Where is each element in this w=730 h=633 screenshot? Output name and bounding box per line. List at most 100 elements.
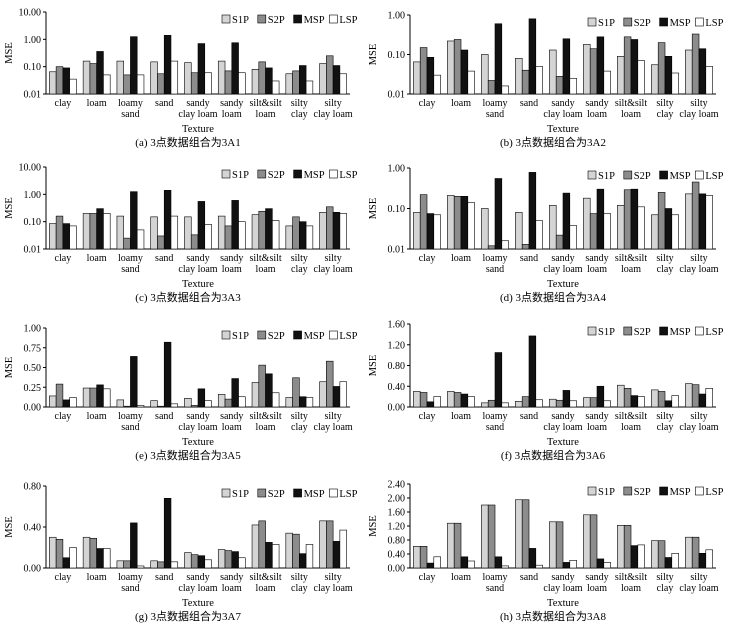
bar-s2p — [589, 48, 598, 95]
bar-lsp — [272, 392, 280, 408]
bar-s1p — [285, 225, 293, 250]
y-axis-label: MSE — [4, 516, 15, 538]
legend-swatch-s1p — [587, 486, 597, 496]
x-axis-label: Texture — [182, 279, 214, 290]
bar-lsp — [272, 544, 280, 569]
x-tick-label: sand — [520, 411, 538, 422]
bar-lsp — [501, 85, 509, 95]
bar-s1p — [617, 384, 625, 408]
bar-msp — [562, 38, 571, 95]
bar-msp — [698, 193, 707, 250]
bar-s2p — [521, 499, 530, 569]
bar-s2p — [89, 213, 97, 250]
bar-s1p — [515, 58, 523, 95]
legend-label: S2P — [634, 327, 651, 338]
legend-label: S2P — [268, 15, 285, 26]
bar-msp — [562, 192, 571, 250]
x-tick-label: silty clay — [656, 411, 673, 433]
bar-s2p — [589, 397, 598, 408]
bar-msp — [332, 541, 341, 569]
bar-msp — [698, 48, 707, 95]
legend-swatch-s2p — [623, 170, 633, 180]
chart-panel-6: 0.00 0.40 0.80 MSE clay loam loamy sand sand sand… — [4, 482, 358, 624]
bar-s1p — [49, 395, 57, 408]
bar-s2p — [55, 538, 64, 569]
bar-msp — [62, 223, 70, 250]
bar-s1p — [481, 504, 489, 569]
legend-swatch-msp — [293, 488, 302, 498]
bar-s2p — [258, 520, 266, 569]
bar-msp — [426, 56, 435, 95]
bar-s1p — [49, 223, 57, 250]
bar-msp — [528, 548, 537, 569]
bar-s2p — [224, 398, 233, 408]
bar-s2p — [453, 522, 462, 569]
bar-s2p — [89, 387, 97, 408]
panel-caption: (h) 3点数据组合为3A8 — [500, 609, 607, 623]
bar-s1p — [617, 204, 625, 250]
bar-s2p — [89, 63, 97, 95]
legend-label: MSP — [670, 171, 691, 182]
bar-msp — [197, 43, 206, 95]
bar-s1p — [651, 64, 659, 95]
y-tick-label: 0.01 — [388, 245, 406, 256]
bar-msp — [332, 212, 341, 250]
legend: S1P S2P MSP LSP — [587, 17, 724, 29]
legend-label: S1P — [598, 327, 615, 338]
legend-label: LSP — [339, 331, 357, 342]
bar-s1p — [549, 521, 557, 569]
bar-lsp — [103, 388, 111, 408]
bar-s1p — [49, 71, 57, 95]
chart-panel-7: 0.00 0.40 0.80 1.20 1.60 2.00 2.40 MSE clay loam l… — [368, 480, 724, 624]
bar-msp — [460, 196, 469, 250]
bar-s1p — [413, 61, 421, 95]
legend: S1P S2P MSP LSP — [587, 486, 724, 498]
x-tick-label: silty clay loam — [679, 253, 718, 275]
y-tick-label: 1.20 — [388, 340, 406, 351]
bar-lsp — [467, 70, 475, 95]
x-tick-label: sandy clay loam — [178, 98, 217, 120]
bar-s2p — [292, 216, 300, 250]
legend-label: S1P — [232, 15, 249, 26]
legend-swatch-msp — [293, 169, 302, 179]
x-tick-label: clay — [55, 253, 72, 264]
y-tick-label: 0.80 — [388, 536, 406, 547]
legend-swatch-s1p — [221, 488, 231, 498]
legend-label: MSP — [304, 489, 325, 500]
bar-msp — [265, 208, 273, 250]
y-tick-label: 0.10 — [24, 62, 42, 73]
bar-s1p — [549, 398, 557, 408]
x-tick-label: silty clay — [656, 253, 673, 275]
bar-s2p — [487, 80, 496, 95]
y-tick-label: 0.25 — [24, 383, 42, 394]
x-tick-label: silt&silt loam — [249, 98, 281, 120]
bar-s2p — [190, 554, 199, 569]
bar-s1p — [515, 499, 523, 569]
chart-panel-5: 0.00 0.40 0.80 1.20 1.60 MSE clay loam loamy sand… — [368, 320, 724, 463]
chart-panel-2: 0.01 0.10 1.00 10.00 MSE clay loam loamy sand san… — [4, 163, 358, 305]
bar-s2p — [657, 391, 666, 408]
bar-s1p — [685, 383, 693, 408]
legend-swatch-lsp — [695, 486, 704, 496]
bar-msp — [494, 556, 503, 569]
bar-s1p — [319, 212, 327, 250]
legend-label: LSP — [339, 15, 357, 26]
y-tick-label: 1.00 — [24, 35, 42, 46]
x-axis-label: Texture — [547, 279, 579, 290]
bar-msp — [197, 555, 206, 569]
bar-s1p — [150, 400, 158, 408]
y-tick-label: 0.01 — [24, 245, 42, 256]
bar-lsp — [170, 403, 179, 408]
bar-msp — [96, 548, 104, 569]
bar-s2p — [157, 405, 165, 408]
bar-s2p — [190, 234, 199, 250]
legend-swatch-s2p — [257, 330, 267, 340]
legend-label: S2P — [268, 489, 285, 500]
bar-s1p — [251, 214, 260, 250]
legend-label: LSP — [705, 18, 723, 29]
bar-msp — [630, 39, 639, 95]
y-tick-label: 0.00 — [24, 564, 42, 575]
x-tick-label: loamy sand — [483, 572, 508, 594]
bar-s1p — [319, 381, 327, 408]
y-axis-label: MSE — [4, 197, 15, 219]
